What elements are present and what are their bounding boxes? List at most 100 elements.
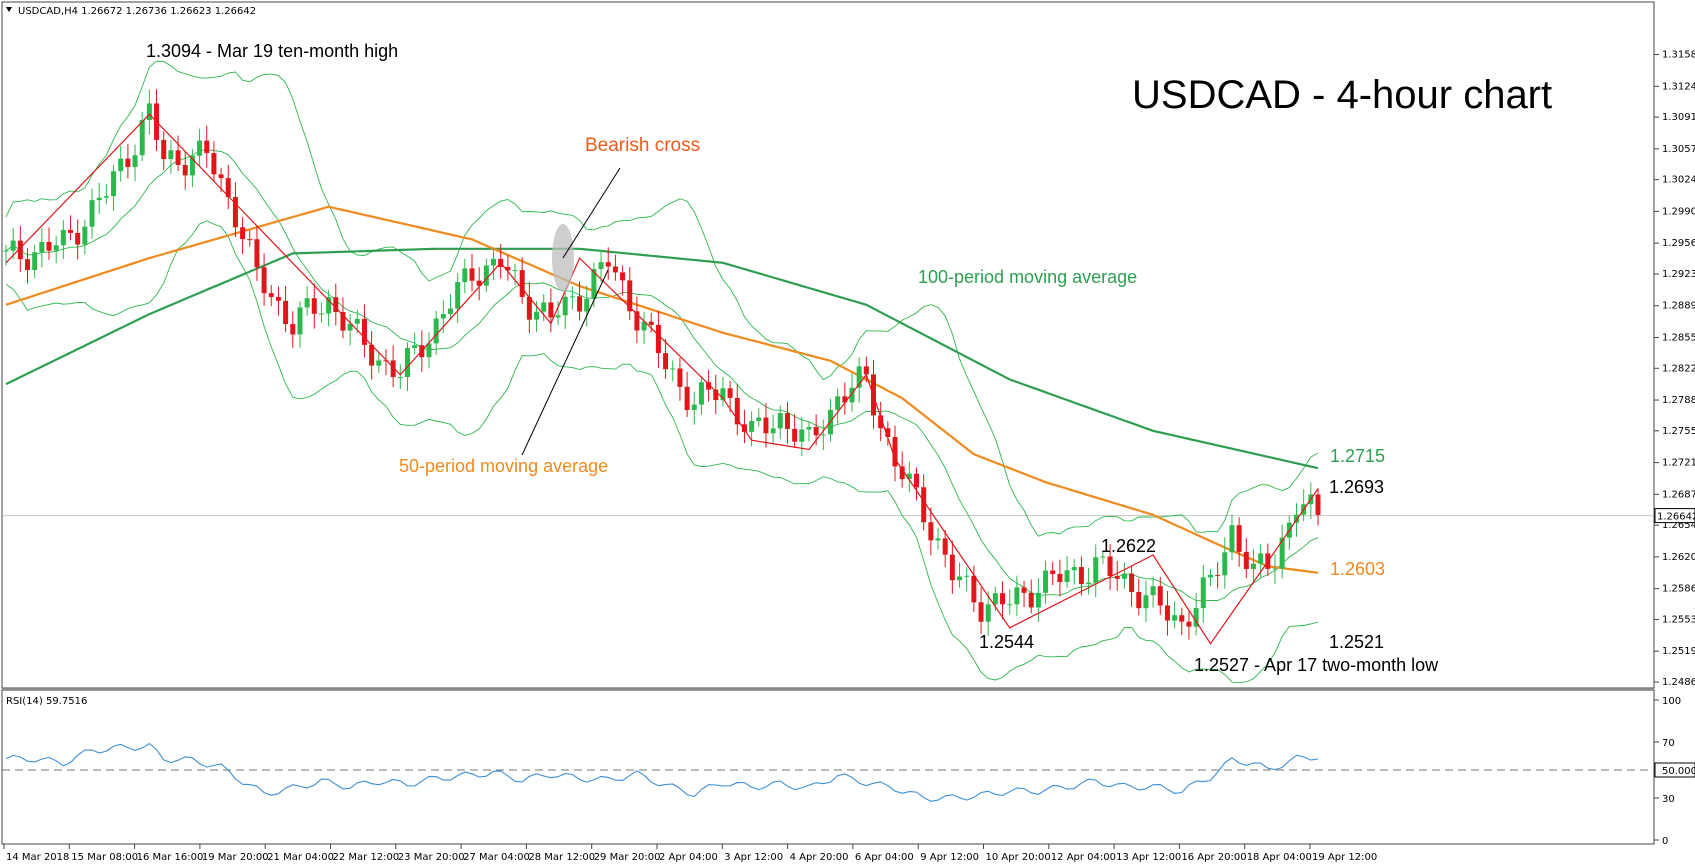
- candle-body: [111, 171, 117, 197]
- candle-body: [82, 226, 88, 245]
- candle-body: [541, 302, 547, 312]
- bearish-cross-pointer: [562, 167, 621, 259]
- candle-body: [519, 270, 525, 297]
- candle-body: [562, 296, 568, 316]
- ma50-label: 50-period moving average: [399, 456, 608, 476]
- candle-body: [103, 196, 109, 198]
- candle-body: [132, 155, 138, 167]
- candle-body: [483, 265, 489, 286]
- price-tick-label: 1.29230: [1662, 269, 1695, 280]
- price-tick-label: 1.24860: [1662, 677, 1695, 688]
- candle-body: [799, 429, 805, 442]
- candle-body: [1207, 574, 1213, 578]
- candle-body: [548, 302, 554, 318]
- candle-body: [1035, 592, 1041, 608]
- candle-body: [426, 343, 432, 358]
- candle-body: [376, 360, 382, 366]
- time-tick-label: 16 Mar 16:00: [137, 852, 204, 863]
- candle-body: [1157, 586, 1163, 606]
- candle-body: [899, 466, 905, 480]
- time-tick-label: 19 Mar 20:00: [202, 852, 269, 863]
- candle-body: [1222, 552, 1228, 576]
- candle-body: [1315, 494, 1321, 515]
- ma50-value: 1.2603: [1330, 559, 1385, 579]
- time-tick-label: 21 Mar 04:00: [267, 852, 334, 863]
- price-tick-label: 1.25190: [1662, 646, 1695, 657]
- rsi-tick-label: 70: [1662, 738, 1675, 749]
- candle-body: [670, 368, 676, 370]
- price-tick-label: 1.26870: [1662, 489, 1695, 500]
- candle-body: [706, 382, 712, 390]
- candle-body: [978, 602, 984, 622]
- candle-body: [605, 262, 611, 267]
- candle-body: [304, 298, 310, 308]
- candle-body: [68, 229, 74, 233]
- candle-body: [935, 538, 941, 541]
- candle-body: [1000, 593, 1006, 605]
- candle-body: [770, 428, 776, 434]
- candle-body: [971, 575, 977, 603]
- candle-body: [397, 377, 403, 379]
- candle-body: [96, 197, 102, 201]
- price-tick-label: 1.26540: [1662, 520, 1695, 531]
- level-1-2521: 1.2521: [1329, 632, 1384, 652]
- candle-body: [204, 140, 210, 154]
- candle-body: [218, 174, 224, 179]
- rsi-panel-frame: [1, 689, 1655, 845]
- candle-body: [333, 297, 339, 313]
- candle-body: [505, 266, 511, 271]
- time-tick-label: 2 Apr 04:00: [659, 852, 718, 863]
- candle-body: [275, 296, 281, 301]
- ma50-pointer: [521, 269, 609, 456]
- candle-body: [720, 388, 726, 401]
- price-tick-label: 1.30240: [1662, 175, 1695, 186]
- candle-body: [383, 360, 389, 362]
- candle-body: [60, 229, 66, 246]
- candle-body: [10, 240, 16, 251]
- rsi-tick-label: 30: [1662, 794, 1675, 805]
- price-tick-label: 1.29900: [1662, 206, 1695, 217]
- candle-body: [1164, 605, 1170, 621]
- candle-body: [455, 282, 461, 309]
- candle-body: [1086, 582, 1092, 585]
- price-tick-label: 1.31580: [1662, 50, 1695, 61]
- price-tick-label: 1.27550: [1662, 426, 1695, 437]
- candle-body: [118, 158, 124, 172]
- candle-body: [1186, 621, 1192, 627]
- candle-body: [1064, 570, 1070, 582]
- candle-body: [849, 387, 855, 403]
- collapse-triangle-icon[interactable]: [6, 7, 12, 12]
- candle-body: [369, 344, 375, 366]
- candle-body: [247, 239, 253, 241]
- price-tick-label: 1.28220: [1662, 363, 1695, 374]
- candle-body: [1172, 615, 1178, 621]
- time-tick-label: 3 Apr 12:00: [724, 852, 783, 863]
- candle-body: [512, 270, 518, 272]
- candle-body: [820, 434, 826, 436]
- candle-body: [139, 120, 145, 156]
- time-tick-label: 6 Apr 04:00: [855, 852, 914, 863]
- candle-body: [1229, 525, 1235, 553]
- rsi-tick-label: 50.0000: [1662, 766, 1695, 777]
- candle-body: [326, 297, 332, 314]
- candle-body: [311, 298, 317, 314]
- price-tick-label: 1.30570: [1662, 144, 1695, 155]
- ma100-value: 1.2715: [1330, 446, 1385, 466]
- candle-body: [569, 296, 575, 298]
- rsi-tick-label: 0: [1662, 836, 1668, 847]
- candle-body: [698, 382, 704, 405]
- time-tick-label: 12 Apr 04:00: [1051, 852, 1116, 863]
- candle-body: [777, 413, 783, 429]
- time-tick-label: 15 Mar 08:00: [71, 852, 138, 863]
- zigzag-line: [5, 113, 1319, 645]
- candle-body: [146, 103, 152, 121]
- candle-body: [175, 150, 181, 165]
- candle-body: [641, 321, 647, 331]
- candle-body: [1143, 595, 1149, 609]
- candle-body: [892, 436, 898, 467]
- candle-body: [1179, 615, 1185, 622]
- candle-body: [1114, 575, 1120, 579]
- price-tick-label: 1.31240: [1662, 81, 1695, 92]
- high-annotation: 1.3094 - Mar 19 ten-month high: [146, 41, 398, 61]
